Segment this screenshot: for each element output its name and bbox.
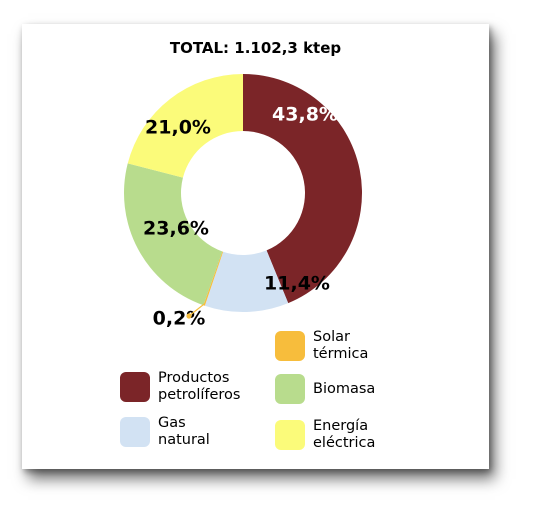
slice-label-4: 21,0% [145, 117, 211, 139]
solar-leader-dot [186, 313, 192, 319]
donut-slice-3 [124, 163, 223, 306]
legend-swatch-energia-electrica [275, 420, 305, 450]
legend-swatch-gas-natural [120, 417, 150, 447]
legend-swatch-productos-petroliferos [120, 372, 150, 402]
slice-label-2: 0,2% [153, 308, 206, 330]
slice-label-1: 11,4% [264, 273, 330, 295]
legend-label-biomasa: Biomasa [313, 380, 376, 397]
legend-swatch-biomasa [275, 374, 305, 404]
legend-swatch-solar-termica [275, 331, 305, 361]
legend-item-productos-petroliferos: Productos petrolíferos [120, 370, 258, 404]
legend-label-gas-natural: Gas natural [158, 415, 210, 448]
solar-leader-line [188, 303, 206, 317]
slice-label-0: 43,8% [272, 104, 338, 126]
donut-slice-4 [127, 74, 243, 178]
chart-title: TOTAL: 1.102,3 ktep [169, 39, 342, 57]
legend-item-solar-termica: Solar térmica [275, 329, 413, 363]
legend-label-productos-petroliferos: Productos petrolíferos [158, 370, 241, 403]
legend-item-gas-natural: Gas natural [120, 415, 258, 449]
legend-label-solar-termica: Solar térmica [313, 329, 369, 362]
chart-card: TOTAL: 1.102,3 ktep 43,8% 11,4% 0,2% 23,6% 2… [22, 24, 489, 469]
legend-label-energia-electrica: Energía eléctrica [313, 418, 376, 451]
donut-slice-0 [243, 74, 363, 304]
donut-chart: 43,8% 11,4% 0,2% 23,6% 21,0% [124, 74, 363, 330]
legend-item-biomasa: Biomasa [275, 374, 413, 404]
slice-label-3: 23,6% [143, 218, 209, 240]
donut-slice-2 [203, 251, 224, 306]
donut-slice-1 [204, 250, 289, 313]
legend-item-energia-electrica: Energía eléctrica [275, 418, 413, 452]
